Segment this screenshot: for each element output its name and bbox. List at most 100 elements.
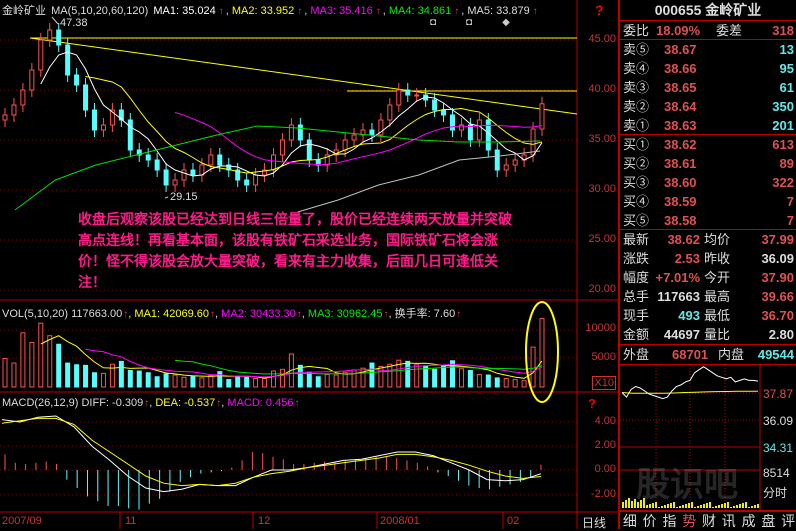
intraday-volume-bar — [685, 504, 687, 508]
volume-bar — [476, 373, 482, 388]
buy-level: 买② 38.61 89 — [620, 154, 796, 173]
vol-value: 117663.00 — [71, 308, 123, 320]
ma4-value: MA4: 34.861 — [388, 5, 452, 17]
volume-bar — [396, 359, 402, 388]
vol-ma10-line — [85, 348, 543, 378]
stat-label: 最高 — [704, 289, 731, 304]
volume-bar — [369, 362, 375, 388]
volume-bar — [432, 368, 438, 388]
candle — [100, 124, 106, 131]
vol-ma2: MA2: 30433.30 — [221, 308, 296, 320]
candle — [396, 89, 402, 106]
candle — [217, 154, 223, 166]
volume-bar — [38, 322, 44, 388]
macd-label: MACD(26,12,9) — [2, 397, 79, 409]
volume-header: VOL(5,10,20) 117663.00↑, MA1: 42069.60↑,… — [2, 308, 462, 320]
intraday-tick: 分时 — [763, 486, 787, 500]
volume-bar — [136, 370, 142, 388]
volume-bar — [92, 372, 97, 388]
stat-label: 最低 — [704, 308, 731, 323]
macd-value: MACD: 0.456 — [227, 397, 294, 409]
period-button[interactable]: 日线 — [582, 516, 607, 530]
panel-tab[interactable]: 财 — [702, 513, 717, 529]
panel-tab[interactable]: 讯 — [721, 513, 736, 529]
volume-bar — [65, 362, 71, 388]
sell-level: 卖④ 38.66 95 — [620, 59, 796, 78]
candle — [279, 139, 285, 156]
intraday-volume-bar — [700, 505, 702, 508]
up-arrow-icon: ↑ — [456, 309, 462, 320]
volume-bar — [450, 360, 455, 388]
panel-tab[interactable]: 细 — [622, 513, 637, 529]
panel-tab[interactable]: 盘 — [761, 513, 776, 529]
volume-bar — [378, 365, 384, 388]
intraday-tick: 34.31 — [763, 441, 793, 455]
intraday-volume-bar — [646, 505, 648, 508]
event-markers-icon[interactable]: ◘◘◆ — [430, 17, 540, 28]
watermark-logo: 股识吧 — [636, 466, 738, 504]
help-icon[interactable]: ? — [588, 396, 596, 411]
candle — [297, 124, 303, 141]
help-icon[interactable]: ? — [595, 2, 604, 18]
level-label: 买③ — [623, 175, 650, 190]
candle — [441, 109, 447, 116]
panel-tab[interactable]: 价 — [642, 513, 657, 529]
volume-bar — [20, 332, 26, 388]
intraday-chart[interactable]: 37.87 36.09 34.31 8514 分时 — [620, 365, 796, 510]
stat-value: 117663 — [657, 289, 700, 304]
level-volume: 201 — [772, 118, 794, 133]
vol-label: VOL(5,10,20) — [2, 308, 69, 320]
level-price: 38.66 — [664, 61, 697, 76]
vol-ma1: MA1: 42069.60 — [134, 308, 210, 320]
stat-value: 38.62 — [667, 232, 700, 247]
volume-bar — [217, 371, 223, 388]
low-label: 29.15 — [170, 191, 198, 203]
volume-bar — [172, 374, 178, 388]
intraday-volume-bar — [670, 503, 672, 508]
peak-marker — [51, 16, 59, 25]
ma5-line — [40, 51, 543, 177]
stat-value: 37.99 — [761, 232, 794, 247]
up-arrow-icon: ↑ — [297, 6, 303, 17]
buy-level: 买③ 38.60 322 — [620, 173, 796, 192]
ma2-value: MA2: 33.952 — [231, 5, 295, 17]
ma10-line — [85, 76, 543, 174]
stock-name: 金岭矿业 — [2, 5, 46, 17]
ma120-line — [297, 150, 541, 213]
candle — [324, 154, 330, 166]
level-price: 38.58 — [664, 213, 697, 228]
ma5-value: MA5: 33.879 — [467, 5, 530, 17]
stat-row: 现手 493 最低 36.70 — [620, 306, 796, 325]
ma20-line — [174, 112, 543, 166]
outer-value: 68701 — [672, 347, 709, 362]
candle — [494, 149, 500, 171]
avg-price-line — [621, 390, 758, 394]
macd-tick: -2.00 — [590, 488, 616, 500]
intraday-volume-bar — [718, 505, 720, 508]
kline-chart[interactable] — [0, 0, 618, 529]
panel-tab[interactable]: 评 — [781, 513, 796, 529]
time-tick: 12 — [258, 515, 271, 527]
panel-tab[interactable]: 指 — [662, 513, 677, 529]
panel-tab[interactable]: 成 — [741, 513, 756, 529]
time-tick: 02 — [507, 515, 520, 527]
volume-bar — [74, 364, 80, 388]
low-marker — [164, 196, 169, 199]
panel-tab[interactable]: 势 — [682, 513, 697, 529]
sell-level: 卖③ 38.65 61 — [620, 78, 796, 97]
candle — [154, 159, 160, 171]
time-tick: 2008/01 — [380, 515, 420, 527]
up-arrow-icon: ↑ — [218, 6, 224, 17]
intraday-volume-bar — [697, 506, 699, 508]
candle — [83, 84, 89, 111]
stat-label: 均价 — [704, 232, 731, 247]
volume-bar — [405, 360, 411, 388]
up-arrow-icon: ↑ — [294, 398, 300, 409]
stat-row: 金额 44697 量比 2.80 — [620, 325, 796, 344]
level-label: 卖① — [623, 118, 650, 133]
intraday-volume-bar — [754, 505, 756, 508]
stat-row: 幅度 +7.01% 今开 37.90 — [620, 268, 796, 287]
candle — [11, 104, 17, 116]
vol-scale-button[interactable]: X10 — [592, 376, 616, 390]
quote-panel: 000655 金岭矿业 委比 18.09% 委差 318 卖⑤ 38.67 13 卖④… — [618, 0, 796, 529]
